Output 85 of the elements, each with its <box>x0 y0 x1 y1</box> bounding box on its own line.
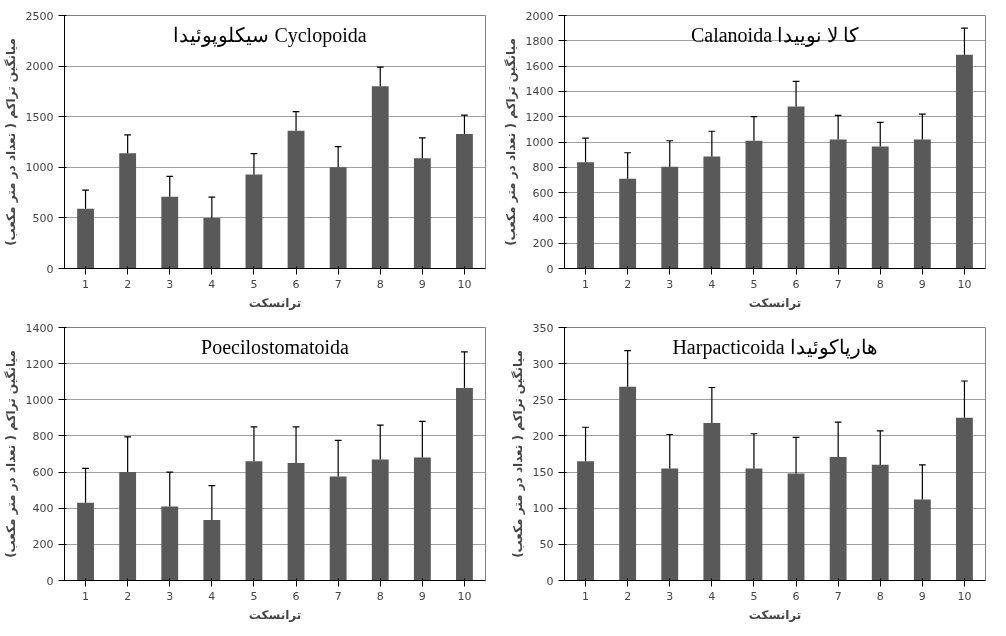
x-tick-label: 4 <box>208 277 216 291</box>
x-tick-label: 9 <box>418 589 426 603</box>
x-tick-label: 5 <box>750 589 758 603</box>
x-tick-label: 1 <box>582 277 590 291</box>
y-tick-label: 500 <box>32 211 54 225</box>
y-tick-label: 2500 <box>25 9 54 23</box>
y-axis-title: میانگین تراکم ( تعداد در متر مکعب) <box>3 350 18 558</box>
y-tick-label: 800 <box>32 429 54 443</box>
x-tick-label: 8 <box>876 589 884 603</box>
y-tick-label: 0 <box>546 262 554 276</box>
x-tick-label: 8 <box>876 277 884 291</box>
x-tick-label: 9 <box>918 589 926 603</box>
y-tick-label: 1400 <box>525 85 554 99</box>
x-tick-label: 5 <box>250 589 258 603</box>
x-tick-label: 2 <box>124 589 132 603</box>
x-tick-label: 1 <box>82 277 90 291</box>
x-tick-label: 7 <box>834 277 842 291</box>
y-tick-label: 1400 <box>25 321 54 335</box>
y-tick-label: 1000 <box>525 136 554 149</box>
y-tick-label: 1500 <box>25 110 54 124</box>
x-axis-title: ترانسکت <box>248 295 302 310</box>
x-tick-label: 10 <box>957 277 972 291</box>
y-tick-label: 0 <box>546 574 554 588</box>
y-axis-title: میانگین تراکم ( تعداد در متر مکعب) <box>3 38 18 246</box>
chart-title: Calanoida کا لا نوییدا <box>690 23 860 47</box>
y-tick-label: 1600 <box>525 60 554 74</box>
x-tick-label: 5 <box>250 277 258 291</box>
x-tick-label: 1 <box>582 589 590 603</box>
y-tick-label: 300 <box>532 357 554 371</box>
y-tick-label: 250 <box>532 393 554 407</box>
x-tick-label: 8 <box>376 589 384 603</box>
x-tick-label: 2 <box>624 589 632 603</box>
x-tick-label: 10 <box>457 277 472 291</box>
y-tick-label: 350 <box>532 321 554 335</box>
x-tick-label: 10 <box>957 589 972 603</box>
chart-title: سیکلوپوئیدا Cyclopoida <box>173 23 367 47</box>
x-tick-label: 9 <box>418 277 426 291</box>
x-tick-label: 7 <box>334 589 342 603</box>
x-tick-label: 6 <box>292 589 300 603</box>
y-tick-label: 50 <box>539 538 554 552</box>
x-tick-label: 7 <box>834 589 842 603</box>
y-tick-label: 2000 <box>25 60 54 74</box>
y-tick-label: 200 <box>532 237 554 251</box>
x-tick-label: 4 <box>708 277 716 291</box>
x-tick-label: 9 <box>918 277 926 291</box>
y-axis-title: میانگین تراکم ( تعداد در متر مکعب) <box>503 38 518 246</box>
x-tick-label: 6 <box>792 589 800 603</box>
y-tick-label: 1800 <box>525 34 554 48</box>
y-tick-label: 400 <box>532 211 554 225</box>
x-tick-label: 3 <box>666 277 674 291</box>
x-tick-label: 2 <box>124 277 132 291</box>
x-tick-label: 5 <box>750 277 758 291</box>
y-tick-label: 1000 <box>25 393 54 407</box>
y-tick-label: 600 <box>532 186 554 200</box>
x-tick-label: 7 <box>334 277 342 291</box>
chart-title: Harpacticoida هارپاکوئیدا <box>672 335 878 359</box>
y-tick-label: 100 <box>532 502 554 516</box>
y-tick-label: 600 <box>32 466 54 480</box>
y-tick-label: 150 <box>532 466 554 480</box>
x-axis-title: ترانسکت <box>248 607 302 622</box>
y-tick-label: 400 <box>32 502 54 516</box>
y-tick-label: 800 <box>532 161 554 175</box>
x-tick-label: 1 <box>82 589 90 603</box>
x-tick-label: 6 <box>292 277 300 291</box>
y-tick-label: 1200 <box>25 357 54 371</box>
y-tick-label: 0 <box>46 262 54 276</box>
y-tick-label: 1000 <box>25 161 54 175</box>
y-tick-label: 0 <box>46 574 54 588</box>
x-tick-label: 3 <box>166 589 174 603</box>
y-axis-title: میانگین تراکم ( تعداد در متر مکعب) <box>510 350 525 558</box>
x-axis-title: ترانسکت <box>748 295 802 310</box>
chart-title: Poecilostomatoida <box>201 335 349 358</box>
x-tick-label: 4 <box>708 589 716 603</box>
x-tick-label: 3 <box>166 277 174 291</box>
y-tick-label: 1200 <box>525 110 554 124</box>
y-tick-label: 200 <box>32 538 54 552</box>
x-tick-label: 3 <box>666 589 674 603</box>
y-tick-label: 2000 <box>525 9 554 23</box>
x-tick-label: 6 <box>792 277 800 291</box>
x-axis-title: ترانسکت <box>748 607 802 622</box>
y-tick-label: 200 <box>532 429 554 443</box>
x-tick-label: 2 <box>624 277 632 291</box>
x-tick-label: 10 <box>457 589 472 603</box>
x-tick-label: 4 <box>208 589 216 603</box>
x-tick-label: 8 <box>376 277 384 291</box>
